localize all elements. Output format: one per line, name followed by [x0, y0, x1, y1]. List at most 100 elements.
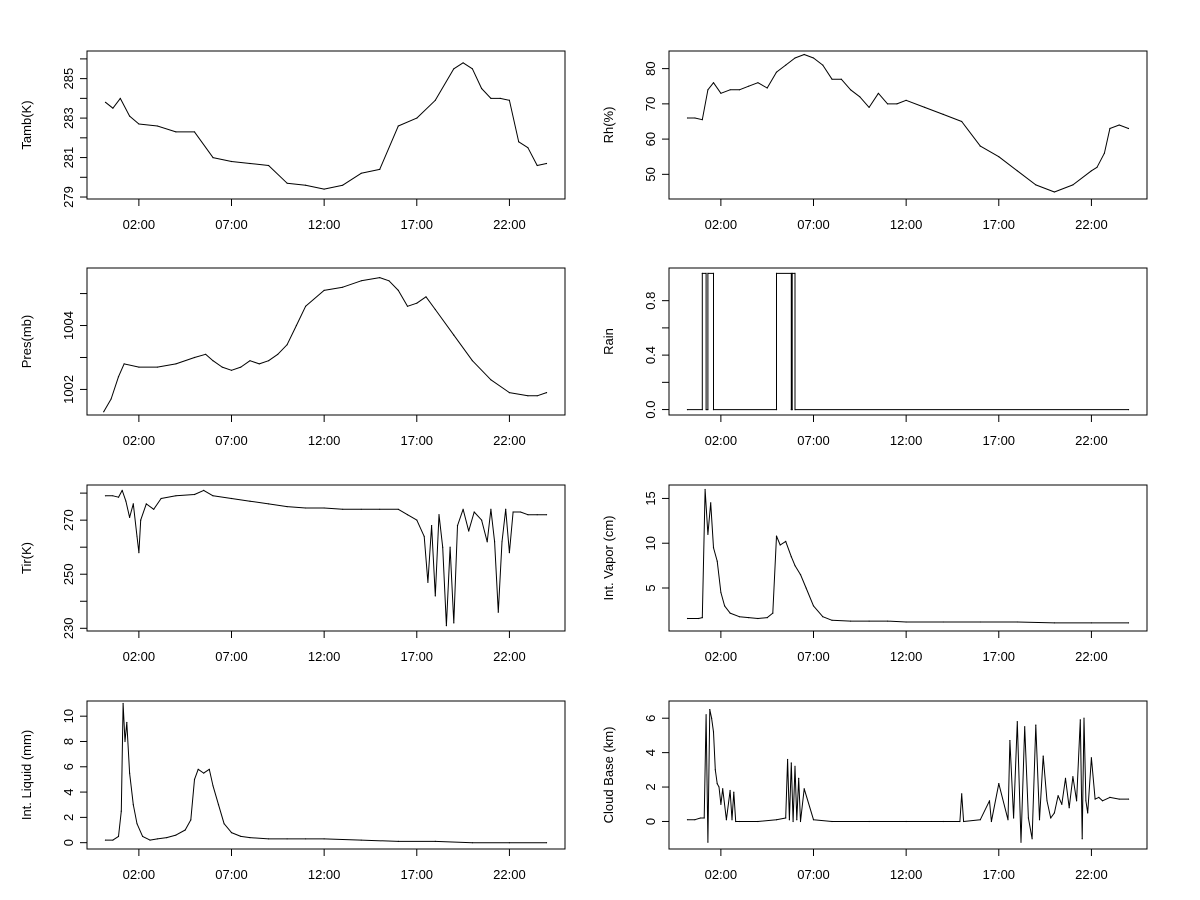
data-point: [268, 360, 270, 362]
data-point: [508, 99, 510, 101]
data-point: [434, 840, 436, 843]
data-point: [705, 272, 707, 274]
data-point: [1109, 127, 1111, 130]
data-point: [360, 508, 362, 510]
data-point: [486, 541, 488, 543]
data-point: [959, 820, 961, 823]
data-point: [286, 506, 288, 508]
data-point: [725, 819, 728, 821]
data-point: [1016, 721, 1018, 723]
data-point: [379, 277, 381, 279]
x-tick-label: 02:00: [705, 433, 738, 448]
data-point: [104, 839, 107, 841]
x-tick-label: 02:00: [123, 867, 156, 882]
y-tick-label: 4: [643, 749, 658, 756]
data-point: [942, 820, 944, 823]
x-tick-label: 12:00: [308, 867, 341, 882]
data-point: [193, 493, 196, 496]
series-line: [687, 709, 1129, 843]
data-point: [733, 791, 735, 793]
plot-frame: [668, 267, 1148, 416]
data-point: [766, 617, 768, 619]
data-point: [342, 184, 344, 186]
x-tick-label: 17:00: [983, 649, 1016, 664]
y-tick-label: 0: [61, 839, 76, 846]
data-point: [772, 612, 774, 614]
data-point: [748, 85, 750, 87]
data-point: [442, 546, 444, 548]
data-point: [286, 838, 288, 840]
x-tick-label: 17:00: [401, 433, 434, 448]
x-tick-label: 22:00: [1075, 433, 1108, 448]
data-point: [431, 525, 433, 527]
data-point: [775, 535, 778, 537]
x-tick-label: 17:00: [401, 649, 434, 664]
y-tick-label: 0.4: [643, 346, 658, 364]
plot-frame: [86, 50, 566, 200]
data-point: [924, 106, 926, 108]
data-point: [712, 547, 715, 549]
data-point: [453, 622, 455, 624]
data-point: [785, 540, 787, 543]
panel-1: 02:00 07:00 12:00 17:00 22:00 279 281 283 285 Tam…: [19, 50, 566, 232]
data-point: [545, 392, 548, 394]
data-point: [812, 605, 815, 607]
x-tick-label: 07:00: [797, 867, 830, 882]
data-point: [323, 188, 325, 190]
data-point: [704, 488, 706, 491]
data-point: [1083, 717, 1085, 719]
data-point: [145, 503, 147, 505]
data-point: [136, 823, 138, 825]
x-tick-label: 22:00: [1075, 217, 1108, 232]
data-point: [249, 162, 251, 165]
data-point: [1013, 817, 1015, 819]
data-point: [1127, 622, 1130, 624]
data-point: [701, 409, 703, 411]
data-point: [812, 57, 815, 59]
data-point: [1085, 800, 1087, 802]
data-point: [779, 544, 781, 546]
data-point: [104, 101, 107, 103]
data-point: [1090, 757, 1092, 759]
data-point: [129, 516, 131, 519]
data-point: [729, 789, 731, 792]
plot-frame: [86, 484, 566, 632]
data-point: [707, 533, 709, 535]
data-point: [545, 162, 548, 165]
data-point: [416, 519, 418, 521]
data-point: [536, 395, 538, 397]
data-point: [149, 839, 151, 841]
data-point: [156, 125, 158, 127]
data-point: [388, 280, 390, 282]
data-point: [286, 344, 288, 346]
data-point: [787, 758, 789, 761]
data-point: [963, 820, 965, 823]
data-point: [757, 82, 759, 84]
panel-4: 02:00 07:00 12:00 17:00 22:00 0.0 0.4 0.8 Rain: [601, 267, 1148, 448]
x-tick-label: 17:00: [983, 433, 1016, 448]
x-tick-label: 17:00: [983, 867, 1016, 882]
data-point: [803, 53, 805, 56]
data-point: [268, 164, 270, 167]
data-point: [720, 591, 722, 594]
data-point: [117, 376, 120, 378]
data-point: [122, 702, 124, 705]
x-tick-label: 07:00: [797, 433, 830, 448]
data-point: [1057, 795, 1059, 797]
data-point: [979, 819, 981, 821]
data-point: [481, 87, 483, 90]
data-point: [998, 783, 1000, 785]
data-point: [694, 117, 696, 119]
data-point: [720, 803, 722, 805]
data-point: [799, 574, 802, 576]
x-tick-label: 22:00: [1075, 649, 1108, 664]
data-point: [775, 819, 778, 821]
data-point: [212, 495, 214, 497]
panel-8: 02:00 07:00 12:00 17:00 22:00 0 2 4 6 Cloud Base …: [601, 700, 1148, 882]
data-point: [471, 842, 473, 844]
y-tick-label: 281: [61, 147, 76, 169]
data-point: [536, 514, 538, 516]
data-point: [709, 709, 711, 711]
panel-2: 02:00 07:00 12:00 17:00 22:00 50 60 70 80 Rh(%): [601, 50, 1148, 232]
data-point: [212, 360, 214, 362]
